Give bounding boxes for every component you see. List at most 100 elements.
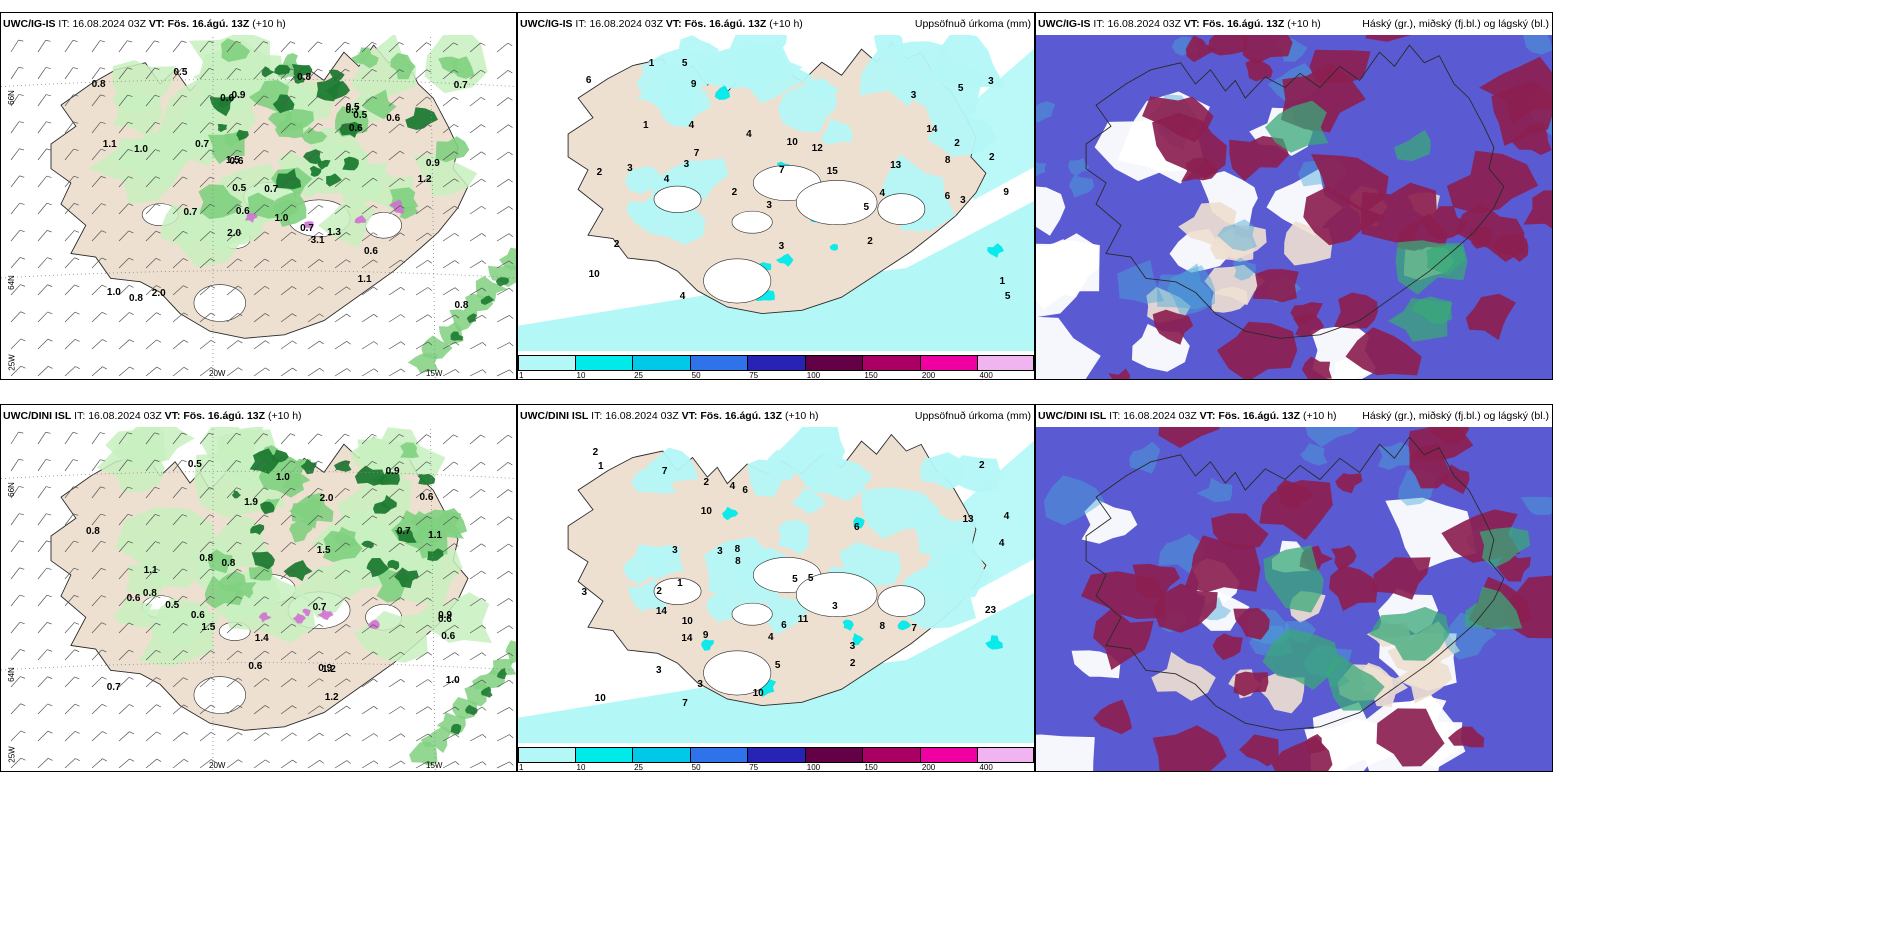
colorbar-tick-label: 150 xyxy=(864,763,878,772)
wind-barb xyxy=(118,94,128,107)
wind-barb xyxy=(226,650,238,661)
precip-heavy-area xyxy=(394,567,419,589)
wind-barb xyxy=(172,568,183,580)
wind-barb xyxy=(64,459,74,472)
high-cloud-area xyxy=(1469,226,1493,249)
wind-barb xyxy=(280,68,291,80)
wind-barb-flag xyxy=(20,676,26,679)
wind-barb-flag xyxy=(237,312,243,317)
wind-barb xyxy=(361,651,374,661)
wind-barb-flag xyxy=(265,367,270,371)
wind-barb-flag xyxy=(372,542,378,546)
wind-barb-flag xyxy=(20,311,26,314)
wind-barb xyxy=(145,258,157,269)
wind-barb xyxy=(361,259,374,269)
wind-barb xyxy=(145,650,157,661)
wind-barb-flag xyxy=(236,149,242,153)
wind-barb-flag xyxy=(100,67,106,70)
clear-land-area xyxy=(1211,286,1248,313)
wind-barb-flag xyxy=(182,595,188,599)
wind-barb-flag xyxy=(101,257,107,261)
high-cloud-area xyxy=(1334,292,1378,329)
wind-barb xyxy=(37,230,48,242)
wind-barb xyxy=(37,338,49,350)
wind-barb-flag xyxy=(507,70,513,74)
wind-barb xyxy=(91,284,103,296)
high-cloud-area xyxy=(1491,80,1552,146)
wind-barb xyxy=(415,651,428,661)
wind-barb-flag xyxy=(181,67,187,71)
wind-barb-flag xyxy=(372,461,377,464)
wind-barb xyxy=(118,731,130,742)
precip-heavy-area xyxy=(303,149,322,165)
wind-barb xyxy=(442,543,455,553)
precip-heavy-area xyxy=(333,460,352,472)
wind-barb-flag xyxy=(18,39,24,42)
wind-barb xyxy=(307,231,320,242)
wind-barb xyxy=(118,541,129,553)
wind-barb xyxy=(307,259,320,269)
wind-barb-flag xyxy=(74,703,80,707)
wind-barb xyxy=(199,95,210,107)
wind-barb-flag xyxy=(238,759,243,763)
wind-barb xyxy=(64,432,74,445)
no-precip-area xyxy=(795,180,878,225)
wind-barb xyxy=(10,121,20,134)
wind-barb xyxy=(145,149,156,161)
wind-barb-flag xyxy=(454,260,460,264)
wind-barb-flag xyxy=(372,150,378,154)
title-it-label: IT: xyxy=(58,18,70,30)
wind-barb xyxy=(388,178,401,188)
wind-barb-flag xyxy=(236,176,242,180)
wind-barb xyxy=(118,285,130,296)
wind-barb xyxy=(361,678,374,688)
wind-barb-flag xyxy=(373,624,378,628)
wind-barb xyxy=(442,706,456,715)
wind-barb xyxy=(361,150,373,161)
wind-barb-flag xyxy=(291,569,297,573)
wind-barb xyxy=(172,650,184,661)
wind-barb-flag xyxy=(399,570,405,574)
title-lead: (+10 h) xyxy=(1302,410,1337,422)
colorbar-swatch xyxy=(920,355,979,371)
wind-barb-flag xyxy=(156,366,162,370)
map-panel-wind: UWC/DINI ISL IT: 16.08.2024 03Z VT: Fös.… xyxy=(0,404,517,772)
wind-barb-flag xyxy=(427,570,432,574)
wind-barb-flag xyxy=(453,488,459,492)
wind-barb-flag xyxy=(426,96,432,100)
wind-barb-flag xyxy=(155,176,161,179)
wind-barb xyxy=(388,42,400,53)
wind-barb-flag xyxy=(482,369,487,374)
wind-barb-flag xyxy=(264,285,270,290)
wind-barb xyxy=(226,95,237,107)
wind-barb xyxy=(334,41,346,53)
wind-barb-flag xyxy=(290,487,296,491)
wind-barb xyxy=(442,178,455,188)
precip-moderate-area xyxy=(701,639,714,651)
wind-barb xyxy=(37,486,47,499)
wind-barb xyxy=(415,205,428,215)
wind-barb-flag xyxy=(454,706,460,711)
wind-barb-flag xyxy=(128,568,134,571)
wind-barb-flag xyxy=(181,432,187,435)
wind-barb xyxy=(280,569,292,580)
wind-barb-flag xyxy=(426,488,432,492)
title-vt: Fös. 16.ágú. 13Z xyxy=(1218,410,1301,422)
precip-area xyxy=(791,487,826,514)
precip-area xyxy=(624,166,663,194)
wind-barb-flag xyxy=(508,206,514,210)
wind-barb-flag xyxy=(46,567,52,570)
precip-band-area xyxy=(475,276,508,302)
wind-barb-flag xyxy=(345,232,351,236)
wind-barb-flag xyxy=(427,232,432,237)
precip-light-area xyxy=(318,201,376,249)
precip-band-heavy xyxy=(465,704,478,716)
wind-barb-flag xyxy=(509,315,514,319)
precip-intense-area xyxy=(354,215,367,224)
wind-barb xyxy=(199,460,210,472)
precip-moderate-area xyxy=(451,56,475,79)
wind-barb xyxy=(442,369,456,377)
wind-barb xyxy=(199,650,211,661)
wind-barb xyxy=(253,433,264,445)
wind-barb-flag xyxy=(19,229,25,233)
